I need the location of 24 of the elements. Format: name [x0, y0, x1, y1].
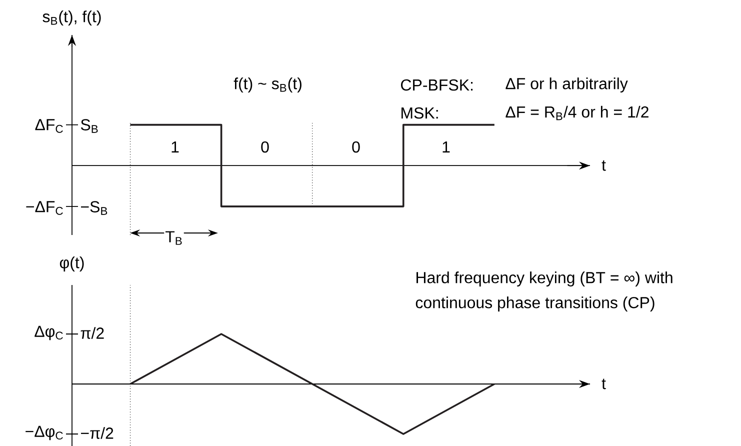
x-axis-title: t	[602, 160, 606, 171]
text: ΔF or h arbitrarily	[506, 78, 628, 92]
annotation: 0	[261, 141, 269, 153]
text: MSK:	[402, 107, 438, 119]
annotation: −π/2	[80, 427, 114, 439]
text: ΔF$_{C}$	[35, 119, 63, 133]
text: Δφ$_{C}$	[34, 326, 63, 340]
annotation: π/2	[80, 327, 104, 339]
annotation: 1	[172, 141, 179, 152]
y-axis-title: s$_{B}$(t), f(t)	[42, 10, 101, 26]
annotation: −S$_{B}$	[80, 201, 108, 215]
text: continuous phase transitions (CP)	[416, 296, 654, 312]
text: −ΔF$_{C}$	[26, 201, 63, 215]
y-axis-title: φ(t)	[60, 256, 84, 272]
text: f(t) ~ s$_{B}$(t)	[234, 78, 302, 92]
text: CP-BFSK:	[401, 79, 473, 91]
text: ΔF = R$_{B}$/4 or h = 1/2	[506, 106, 648, 120]
text: T$_{B}$	[165, 231, 182, 245]
text: −Δφ$_{C}$	[26, 426, 63, 440]
annotation: 0	[352, 141, 360, 153]
text: Hard frequency keying (BT = ∞) with	[416, 272, 672, 286]
annotation: S$_{B}$	[80, 119, 98, 133]
x-axis-title: t	[602, 378, 606, 390]
annotation: 1	[442, 141, 450, 152]
